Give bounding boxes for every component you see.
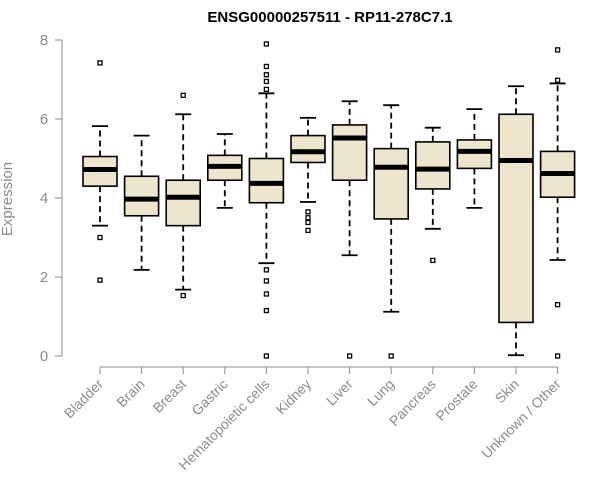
y-tick-label: 6 — [40, 111, 48, 128]
x-tick-label: Skin — [492, 376, 523, 407]
x-tick-label: Brain — [113, 376, 147, 410]
box-group — [290, 116, 326, 234]
box-iqr — [248, 157, 285, 204]
outlier-point — [554, 47, 561, 53]
outlier-point — [97, 60, 103, 66]
outlier-point — [305, 209, 311, 215]
outlier-point — [554, 77, 561, 83]
box-group — [373, 104, 410, 359]
outlier-point — [554, 301, 561, 308]
y-tick-label: 8 — [40, 32, 48, 49]
box-iqr — [373, 147, 410, 220]
outlier-point — [305, 219, 311, 226]
box-group — [82, 60, 118, 283]
x-tick-label: Bladder — [61, 376, 107, 422]
box-group — [414, 126, 451, 264]
outlier-point — [180, 292, 186, 299]
y-axis: 0 2 4 6 8 — [40, 32, 63, 365]
y-tick-label: 2 — [40, 269, 48, 286]
box-group — [539, 47, 576, 359]
outlier-point — [97, 277, 103, 283]
outlier-point — [388, 353, 394, 359]
box-group — [498, 85, 534, 357]
box-iqr — [290, 134, 326, 164]
outlier-point — [346, 353, 353, 359]
box-iqr — [414, 141, 451, 190]
outlier-point — [263, 353, 270, 359]
y-axis-label: Expression — [0, 162, 16, 236]
x-tick-label: Breast — [149, 376, 189, 416]
outlier-point — [97, 234, 103, 241]
outlier-point — [305, 227, 311, 234]
outlier-point — [263, 267, 270, 273]
x-tick-label: Kidney — [273, 376, 315, 418]
box-group — [165, 92, 201, 299]
box-group — [207, 133, 243, 209]
outlier-point — [263, 86, 270, 93]
box-iqr — [456, 139, 493, 170]
x-tick-label: Unknown / Other — [478, 376, 564, 462]
y-tick-label: 0 — [40, 348, 48, 365]
x-tick-label: Lung — [364, 376, 397, 409]
outlier-point — [263, 307, 270, 314]
y-tick-label: 4 — [40, 190, 48, 207]
outlier-point — [263, 78, 270, 85]
box-group — [248, 41, 285, 359]
plot-area — [82, 41, 576, 359]
x-tick-label: Prostate — [432, 376, 480, 424]
outlier-point — [305, 215, 311, 221]
box-iqr — [165, 179, 201, 227]
box-iqr — [331, 124, 368, 182]
box-group — [123, 134, 160, 271]
box-iqr — [498, 113, 534, 324]
box-iqr — [123, 175, 160, 217]
outlier-point — [554, 353, 561, 359]
outlier-point — [263, 291, 270, 297]
outlier-point — [430, 257, 436, 264]
outlier-point — [180, 92, 186, 98]
outlier-point — [263, 278, 270, 284]
box-group — [456, 108, 493, 209]
outlier-point — [263, 41, 270, 47]
box-group — [331, 100, 368, 359]
outlier-point — [263, 72, 270, 78]
chart-title: ENSG00000257511 - RP11-278C7.1 — [207, 9, 452, 26]
x-tick-label: Liver — [323, 376, 356, 409]
outlier-point — [263, 63, 270, 70]
